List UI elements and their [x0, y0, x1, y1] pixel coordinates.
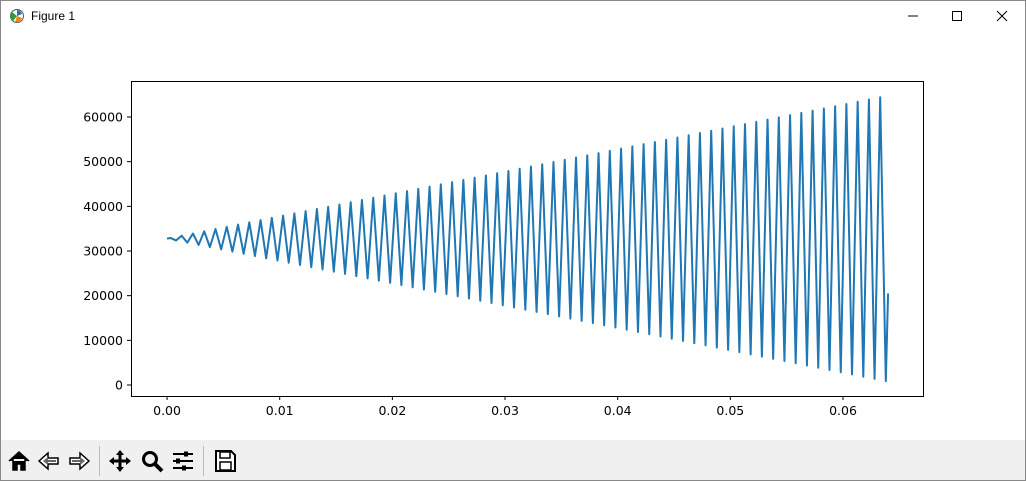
- data-line: [166, 96, 890, 383]
- title-bar: Figure 1: [1, 1, 1025, 31]
- maximize-button[interactable]: [952, 11, 962, 21]
- y-tick-label: 40000: [83, 199, 123, 214]
- app-icon: [10, 9, 24, 23]
- separator: [203, 446, 204, 476]
- x-tick-label: 0.01: [266, 403, 294, 418]
- y-tick-label: 60000: [83, 110, 123, 125]
- toolbar: [1, 440, 1025, 480]
- window-controls[interactable]: [881, 1, 1025, 31]
- configure-button[interactable]: [169, 447, 197, 475]
- y-tick-label: 20000: [83, 288, 123, 303]
- y-tick-label: 50000: [83, 154, 123, 169]
- close-button[interactable]: [996, 10, 1008, 22]
- y-tick-label: 10000: [83, 333, 123, 348]
- forward-button[interactable]: [65, 447, 93, 475]
- zoom-button[interactable]: [138, 447, 166, 475]
- x-tick-label: 0.02: [378, 403, 406, 418]
- pan-button[interactable]: [106, 447, 134, 475]
- home-button[interactable]: [5, 447, 33, 475]
- back-button[interactable]: [35, 447, 63, 475]
- x-tick-label: 0.00: [153, 403, 181, 418]
- x-tick-label: 0.03: [491, 403, 519, 418]
- window-title: Figure 1: [31, 9, 76, 23]
- save-button[interactable]: [211, 447, 239, 475]
- chart: 0 10000 20000 30000 40000 50000 60000 0.00 0.01 0…: [83, 81, 924, 418]
- x-tick-label: 0.04: [604, 403, 632, 418]
- x-tick-label: 0.06: [829, 403, 857, 418]
- x-tick-label: 0.05: [716, 403, 744, 418]
- y-tick-label: 0: [115, 378, 123, 393]
- y-tick-label: 30000: [83, 244, 123, 259]
- plot-frame: [131, 81, 924, 397]
- separator: [99, 446, 100, 476]
